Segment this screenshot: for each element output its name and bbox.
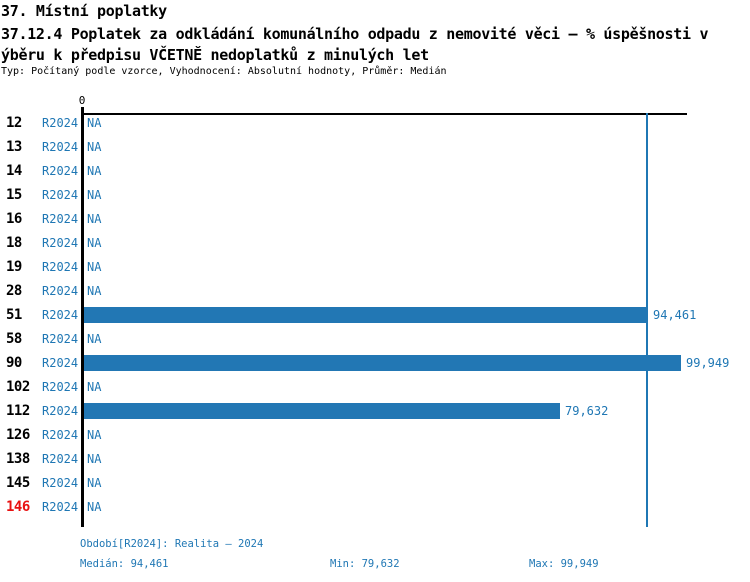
footer-max-label: Max: 99,949 bbox=[529, 558, 599, 570]
bar-value-label: 79,632 bbox=[565, 404, 609, 418]
row-category-label: 138 bbox=[6, 451, 30, 467]
row-period-label: R2024 bbox=[42, 428, 79, 442]
x-axis-zero-label: 0 bbox=[78, 94, 86, 107]
chart-row: 146 R2024 NA bbox=[0, 495, 750, 519]
row-period-label: R2024 bbox=[42, 452, 79, 466]
chart-row: 90 R2024 99,949 bbox=[0, 351, 750, 375]
row-period-label: R2024 bbox=[42, 260, 79, 274]
row-period-label: R2024 bbox=[42, 236, 79, 250]
na-value-label: NA bbox=[87, 236, 102, 250]
na-value-label: NA bbox=[87, 332, 102, 346]
na-value-label: NA bbox=[87, 188, 102, 202]
chart-title-line-1: 37.12.4 Poplatek za odkládání komunálníh… bbox=[1, 25, 709, 43]
row-category-label: 15 bbox=[6, 187, 22, 203]
na-value-label: NA bbox=[87, 476, 102, 490]
chart-row: 102 R2024 NA bbox=[0, 375, 750, 399]
value-bar bbox=[84, 355, 681, 371]
row-period-label: R2024 bbox=[42, 308, 79, 322]
row-period-label: R2024 bbox=[42, 212, 79, 226]
row-category-label: 90 bbox=[6, 355, 22, 371]
na-value-label: NA bbox=[87, 500, 102, 514]
x-axis-line bbox=[81, 113, 687, 115]
chart-row: 126 R2024 NA bbox=[0, 423, 750, 447]
row-category-label: 14 bbox=[6, 163, 22, 179]
row-category-label: 51 bbox=[6, 307, 22, 323]
row-period-label: R2024 bbox=[42, 140, 79, 154]
chart-row: 14 R2024 NA bbox=[0, 159, 750, 183]
na-value-label: NA bbox=[87, 116, 102, 130]
chart-row: 51 R2024 94,461 bbox=[0, 303, 750, 327]
chart-row: 18 R2024 NA bbox=[0, 231, 750, 255]
row-period-label: R2024 bbox=[42, 164, 79, 178]
row-period-label: R2024 bbox=[42, 500, 79, 514]
footer-period-label: Období[R2024]: Realita – 2024 bbox=[80, 538, 264, 550]
row-period-label: R2024 bbox=[42, 356, 79, 370]
row-period-label: R2024 bbox=[42, 380, 79, 394]
chart-row: 112 R2024 79,632 bbox=[0, 399, 750, 423]
na-value-label: NA bbox=[87, 260, 102, 274]
value-bar bbox=[84, 307, 648, 323]
row-category-label: 112 bbox=[6, 403, 30, 419]
footer-min-label: Min: 79,632 bbox=[330, 558, 400, 570]
chart-subtitle: Typ: Počítaný podle vzorce, Vyhodnocení:… bbox=[1, 66, 447, 77]
chart-row: 15 R2024 NA bbox=[0, 183, 750, 207]
na-value-label: NA bbox=[87, 428, 102, 442]
row-category-label: 19 bbox=[6, 259, 22, 275]
chart-row: 58 R2024 NA bbox=[0, 327, 750, 351]
row-category-label: 28 bbox=[6, 283, 22, 299]
row-period-label: R2024 bbox=[42, 404, 79, 418]
row-category-label: 12 bbox=[6, 115, 22, 131]
row-category-label: 102 bbox=[6, 379, 30, 395]
chart-row: 12 R2024 NA bbox=[0, 111, 750, 135]
row-period-label: R2024 bbox=[42, 332, 79, 346]
na-value-label: NA bbox=[87, 452, 102, 466]
value-bar bbox=[84, 403, 560, 419]
row-category-label: 13 bbox=[6, 139, 22, 155]
chart-row: 138 R2024 NA bbox=[0, 447, 750, 471]
row-category-label: 16 bbox=[6, 211, 22, 227]
chart-row: 13 R2024 NA bbox=[0, 135, 750, 159]
chart-title-line-2: ýběru k předpisu VČETNĚ nedoplatků z min… bbox=[1, 46, 429, 64]
na-value-label: NA bbox=[87, 164, 102, 178]
bar-value-label: 94,461 bbox=[653, 308, 697, 322]
row-category-label: 18 bbox=[6, 235, 22, 251]
row-category-label: 126 bbox=[6, 427, 30, 443]
chart-row: 145 R2024 NA bbox=[0, 471, 750, 495]
row-period-label: R2024 bbox=[42, 188, 79, 202]
row-period-label: R2024 bbox=[42, 476, 79, 490]
na-value-label: NA bbox=[87, 380, 102, 394]
row-period-label: R2024 bbox=[42, 284, 79, 298]
row-category-label: 58 bbox=[6, 331, 22, 347]
row-category-label: 146 bbox=[6, 499, 30, 515]
na-value-label: NA bbox=[87, 284, 102, 298]
bar-value-label: 99,949 bbox=[686, 356, 730, 370]
chart-row: 16 R2024 NA bbox=[0, 207, 750, 231]
y-axis-line bbox=[81, 107, 84, 527]
page-title: 37. Místní poplatky bbox=[1, 2, 167, 20]
na-value-label: NA bbox=[87, 140, 102, 154]
row-category-label: 145 bbox=[6, 475, 30, 491]
na-value-label: NA bbox=[87, 212, 102, 226]
row-period-label: R2024 bbox=[42, 116, 79, 130]
chart-row: 28 R2024 NA bbox=[0, 279, 750, 303]
footer-median-label: Medián: 94,461 bbox=[80, 558, 169, 570]
chart-row: 19 R2024 NA bbox=[0, 255, 750, 279]
